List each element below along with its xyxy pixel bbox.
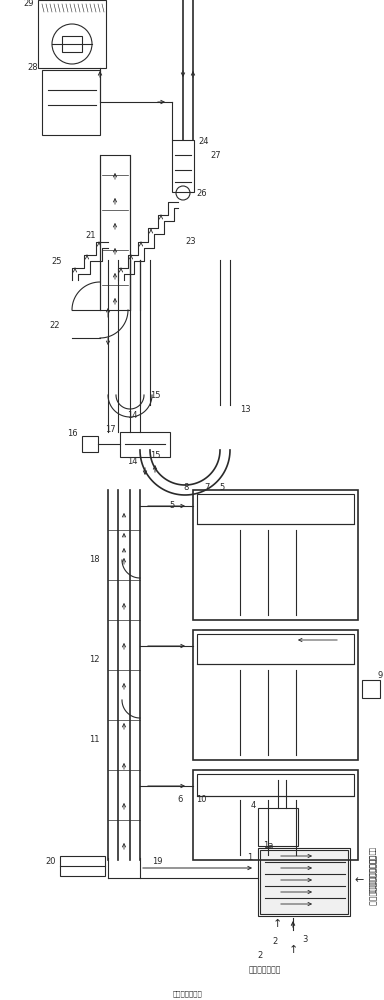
Bar [193, 490, 358, 620]
Text: 接鱿鱼船加工线: 接鱿鱼船加工线 [173, 990, 203, 997]
Text: 15: 15 [150, 390, 161, 399]
Text: 16: 16 [67, 430, 78, 438]
Text: 13: 13 [240, 406, 251, 414]
Text: 10: 10 [196, 796, 207, 804]
Bar [193, 770, 358, 860]
Text: ↑: ↑ [288, 945, 298, 955]
Text: 24: 24 [198, 137, 209, 146]
Bar [120, 432, 170, 457]
Text: 28: 28 [27, 64, 38, 73]
Circle shape [52, 24, 92, 64]
Bar [362, 680, 380, 698]
Circle shape [176, 186, 190, 200]
Bar [100, 155, 130, 310]
Text: 8: 8 [184, 484, 189, 492]
Bar [260, 850, 348, 914]
Text: 接鱿鱼船加工线: 接鱿鱼船加工线 [249, 966, 281, 974]
Bar [60, 856, 105, 876]
Text: 20: 20 [45, 857, 56, 866]
Text: 29: 29 [23, 0, 34, 7]
Text: 6: 6 [178, 796, 183, 804]
Text: 22: 22 [50, 320, 60, 330]
Bar [62, 36, 82, 52]
Text: 接超全自动磷虾分配系统: 接超全自动磷虾分配系统 [369, 847, 375, 893]
Text: 3: 3 [302, 936, 307, 944]
Bar [197, 634, 354, 664]
Text: 7: 7 [204, 484, 209, 492]
Text: 2: 2 [257, 950, 263, 960]
Text: 5: 5 [170, 500, 175, 510]
Text: 25: 25 [51, 257, 62, 266]
Text: 26: 26 [196, 188, 207, 198]
Bar [258, 848, 350, 916]
Text: 1: 1 [247, 854, 252, 862]
Text: 17: 17 [105, 426, 116, 434]
Text: 2: 2 [273, 938, 278, 946]
Bar [258, 808, 298, 846]
Bar [38, 0, 106, 68]
Text: 4: 4 [251, 802, 256, 810]
Bar [197, 774, 354, 796]
Text: 18: 18 [89, 556, 100, 564]
Bar [42, 70, 100, 135]
Text: 接超全自动磷虾分配系统: 接超全自动磷虾分配系统 [367, 855, 376, 905]
Text: 5: 5 [219, 484, 224, 492]
Bar [82, 436, 98, 452]
Text: ←: ← [354, 875, 364, 885]
Text: 9: 9 [378, 670, 383, 680]
Text: 1a: 1a [263, 840, 273, 850]
Text: 11: 11 [89, 736, 100, 744]
Text: 14: 14 [127, 410, 138, 420]
Bar [172, 140, 194, 192]
Text: 15: 15 [150, 450, 161, 460]
Text: 27: 27 [210, 150, 221, 159]
Text: 14: 14 [127, 458, 138, 466]
Text: 21: 21 [86, 231, 96, 239]
Bar [193, 630, 358, 760]
Text: ↑: ↑ [272, 919, 282, 929]
Text: 12: 12 [89, 656, 100, 664]
Text: 19: 19 [152, 857, 162, 866]
Bar [197, 494, 354, 524]
Text: 23: 23 [185, 237, 195, 246]
